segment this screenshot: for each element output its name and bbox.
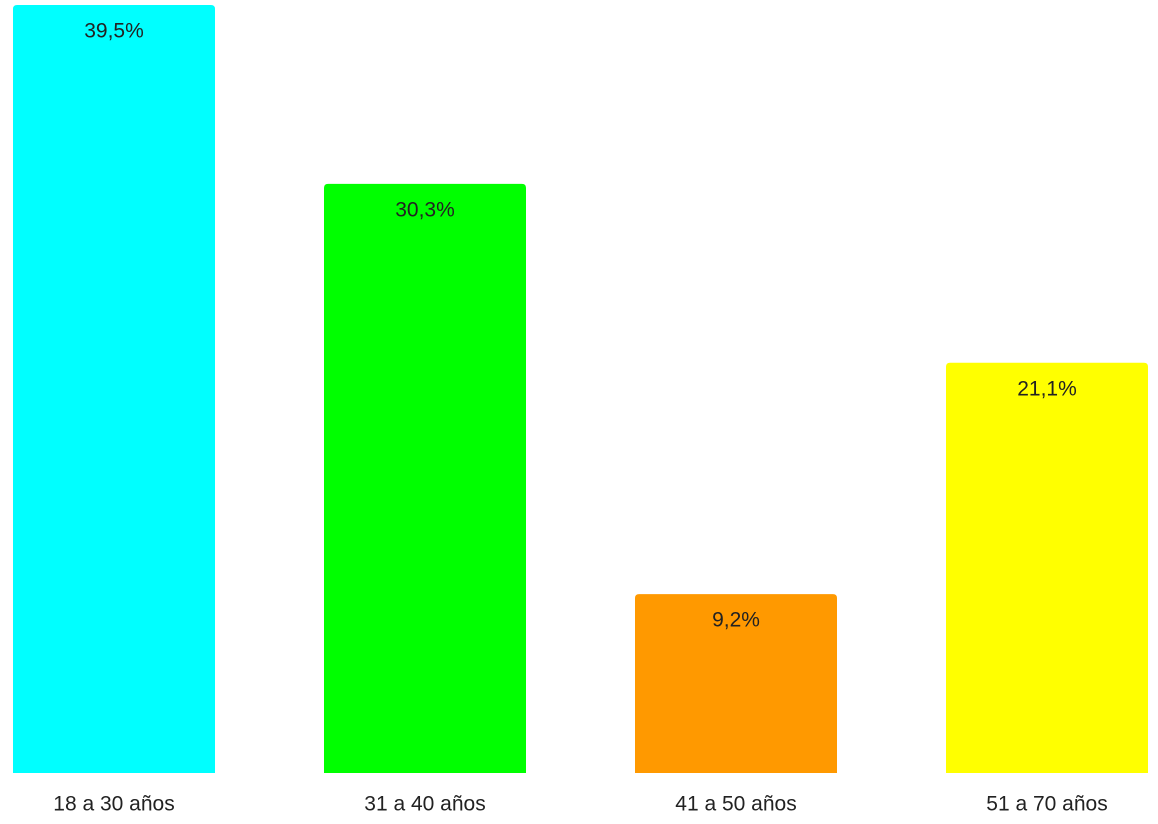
x-tick-label: 41 a 50 años bbox=[675, 793, 796, 816]
bar bbox=[635, 594, 837, 773]
bar bbox=[13, 5, 215, 773]
value-label: 30,3% bbox=[395, 198, 455, 221]
value-label: 9,2% bbox=[712, 609, 760, 632]
x-tick-label: 18 a 30 años bbox=[53, 793, 174, 816]
x-tick-label: 51 a 70 años bbox=[986, 793, 1107, 816]
value-label: 21,1% bbox=[1017, 377, 1077, 400]
value-label: 39,5% bbox=[84, 20, 144, 43]
bar bbox=[946, 362, 1148, 773]
bar bbox=[324, 183, 526, 773]
x-tick-label: 31 a 40 años bbox=[364, 793, 485, 816]
